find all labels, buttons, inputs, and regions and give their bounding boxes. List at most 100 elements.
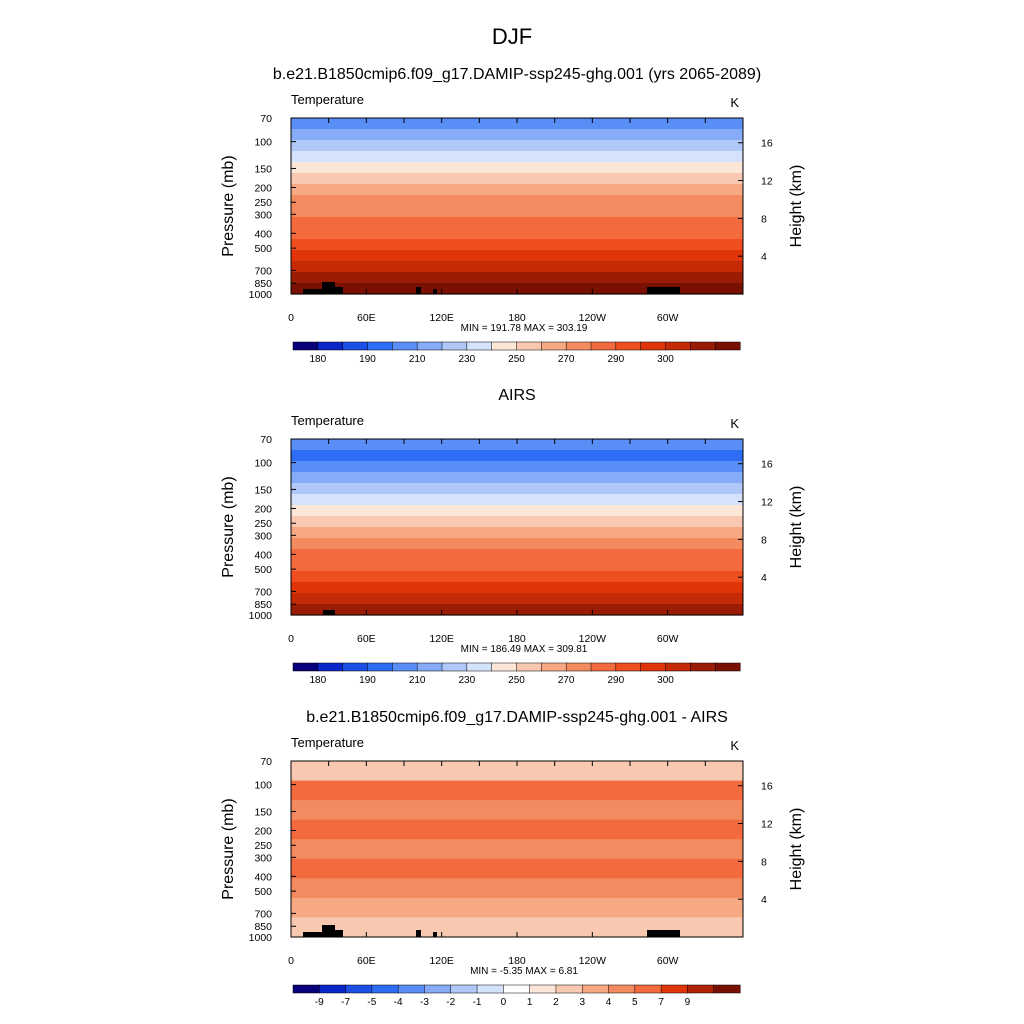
y-right-axis-title: Height (km) xyxy=(788,486,805,569)
colorbar-box xyxy=(590,662,617,672)
colorbar-box xyxy=(491,662,518,672)
y-tick-label: 200 xyxy=(254,182,272,194)
contour-band xyxy=(291,527,743,539)
y-tick-label: 250 xyxy=(254,197,272,209)
contour-band xyxy=(291,206,743,218)
x-tick-label: 60W xyxy=(657,312,679,324)
colorbar-box xyxy=(416,341,443,351)
y-tick-label: 250 xyxy=(254,840,272,852)
contour-band xyxy=(291,819,743,840)
topography-mask xyxy=(335,930,343,937)
colorbar-label: 230 xyxy=(458,675,475,686)
colorbar-box xyxy=(466,662,493,672)
contour-band xyxy=(291,250,743,262)
y-right-tick-label: 4 xyxy=(761,894,767,906)
colorbar-box xyxy=(565,341,592,351)
y-tick-label: 1000 xyxy=(249,932,273,944)
y-tick-label: 1000 xyxy=(249,289,273,301)
units-label: K xyxy=(730,95,739,110)
x-tick-label: 180 xyxy=(508,312,526,324)
contour-band xyxy=(291,593,743,605)
x-tick-label: 120E xyxy=(429,955,454,967)
topography-mask xyxy=(322,925,335,937)
y-tick-label: 250 xyxy=(254,518,272,530)
x-tick-label: 120W xyxy=(579,955,607,967)
y-right-tick-label: 8 xyxy=(761,534,767,546)
colorbar-label: 1 xyxy=(527,997,533,1008)
colorbar-box xyxy=(615,341,642,351)
colorbar-box xyxy=(640,662,667,672)
topography-mask xyxy=(323,610,335,615)
contour-band xyxy=(291,162,743,174)
colorbar-label: 180 xyxy=(309,675,326,686)
contour-band xyxy=(291,917,743,938)
x-tick-label: 120E xyxy=(429,633,454,645)
y-tick-label: 850 xyxy=(254,921,272,933)
colorbar-box xyxy=(660,984,688,994)
colorbar-label: 300 xyxy=(657,354,674,365)
y-right-tick-label: 12 xyxy=(761,497,773,509)
y-tick-label: 700 xyxy=(254,265,272,277)
colorbar-label: 250 xyxy=(508,675,525,686)
contour-band xyxy=(291,450,743,462)
y-tick-label: 400 xyxy=(254,871,272,883)
colorbar-box xyxy=(441,341,468,351)
colorbar-box xyxy=(292,984,320,994)
y-right-tick-label: 16 xyxy=(761,781,773,793)
colorbar-box xyxy=(491,341,518,351)
colorbar-label: -2 xyxy=(446,997,455,1008)
variable-label: Temperature xyxy=(291,735,364,750)
contour-band xyxy=(291,516,743,528)
contour-band xyxy=(291,897,743,919)
contour-band xyxy=(291,505,743,517)
contour-band xyxy=(291,239,743,251)
colorbar-label: -9 xyxy=(315,997,324,1008)
x-tick-label: 60E xyxy=(357,312,376,324)
contour-band xyxy=(291,129,743,141)
colorbar-label: -5 xyxy=(367,997,376,1008)
panel-title: AIRS xyxy=(498,387,535,404)
colorbar-box xyxy=(466,341,493,351)
colorbar-box xyxy=(516,341,542,351)
panel-1: b.e21.B1850cmip6.f09_g17.DAMIP-ssp245-gh… xyxy=(220,66,805,365)
colorbar-box xyxy=(424,984,452,994)
colorbar-label: 250 xyxy=(508,354,525,365)
contour-band xyxy=(291,261,743,273)
units-label: K xyxy=(730,416,739,431)
colorbar-box xyxy=(416,662,443,672)
y-tick-label: 70 xyxy=(260,113,272,125)
colorbar-box xyxy=(687,984,715,994)
colorbar-label: 9 xyxy=(685,997,691,1008)
x-tick-label: 180 xyxy=(508,955,526,967)
colorbar-box xyxy=(503,984,531,994)
y-tick-label: 1000 xyxy=(249,610,273,622)
topography-mask xyxy=(647,287,680,294)
contour-band xyxy=(291,494,743,506)
x-tick-label: 60W xyxy=(657,633,679,645)
colorbar-label: 290 xyxy=(607,675,624,686)
colorbar-box xyxy=(590,341,617,351)
y-axis-title: Pressure (mb) xyxy=(220,155,237,256)
contour-band xyxy=(291,173,743,185)
x-tick-label: 0 xyxy=(288,633,294,645)
contour-band xyxy=(291,538,743,550)
colorbar-label: 210 xyxy=(409,675,426,686)
colorbar-label: 2 xyxy=(553,997,559,1008)
colorbar-box xyxy=(292,662,319,672)
contour-band xyxy=(291,761,743,782)
y-tick-label: 100 xyxy=(254,137,272,149)
colorbar-box xyxy=(367,662,393,672)
y-axis-title: Pressure (mb) xyxy=(220,476,237,577)
y-right-tick-label: 16 xyxy=(761,138,773,150)
topography-mask xyxy=(416,287,421,294)
colorbar-label: 300 xyxy=(657,675,674,686)
contour-band xyxy=(291,151,743,163)
units-label: K xyxy=(730,738,739,753)
colorbar-box xyxy=(441,662,468,672)
panel-3: b.e21.B1850cmip6.f09_g17.DAMIP-ssp245-gh… xyxy=(220,709,805,1008)
colorbar-box xyxy=(640,341,667,351)
colorbar-box xyxy=(516,662,542,672)
x-tick-label: 120W xyxy=(579,312,607,324)
colorbar-box xyxy=(608,984,636,994)
